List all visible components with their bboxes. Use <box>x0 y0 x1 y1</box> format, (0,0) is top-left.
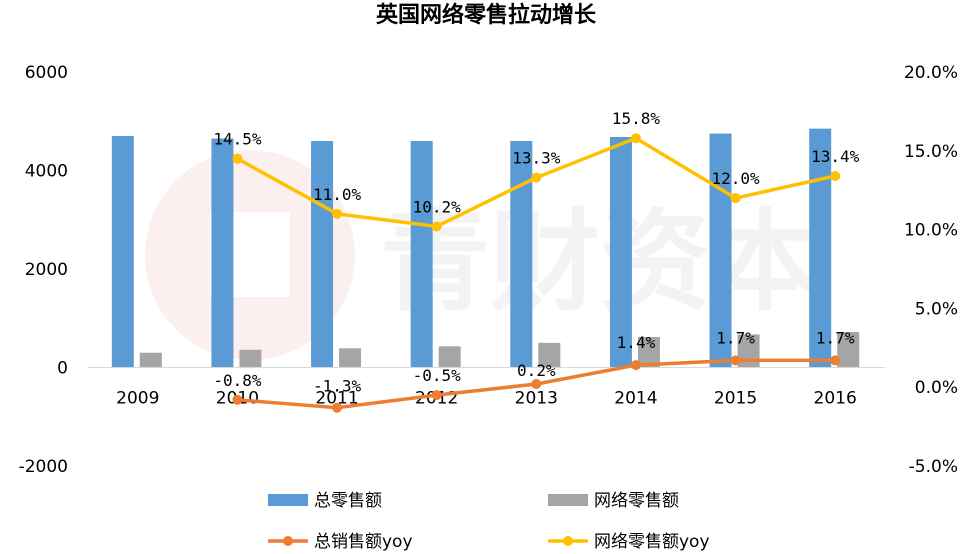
bar-online <box>139 352 162 368</box>
series-point <box>232 394 243 405</box>
x-tick-label: 2011 <box>315 389 358 409</box>
data-label: 12.0% <box>711 169 760 188</box>
bar-total <box>510 140 533 368</box>
watermark-text: 青财资本 <box>380 198 820 326</box>
legend-marker <box>563 536 573 546</box>
chart-title: 英国网络零售拉动增长 <box>376 2 597 28</box>
data-label: 0.2% <box>517 361 556 380</box>
legend-label: 总零售额 <box>314 491 382 511</box>
data-label: 1.7% <box>816 328 855 347</box>
legend-item: 网络零售额 <box>548 491 679 511</box>
legend-label: 网络零售额 <box>594 491 679 511</box>
y-right-axis: 20.0% 15.0% 10.0% 5.0% 0.0% -5.0% <box>904 63 958 477</box>
data-label: 13.4% <box>811 147 860 166</box>
series-point <box>431 221 442 232</box>
legend-label: 总销售额yoy <box>314 532 413 552</box>
y-right-tick-label: 10.0% <box>904 221 958 241</box>
data-label: 15.8% <box>612 109 661 128</box>
data-label: -0.5% <box>413 366 462 385</box>
series-point <box>630 360 641 371</box>
legend-swatch <box>268 494 308 506</box>
x-tick-label: 2015 <box>714 389 757 409</box>
data-label: 11.0% <box>313 185 362 204</box>
legend-item: 网络零售额yoy <box>548 532 710 552</box>
bar-total <box>211 138 234 368</box>
bar-online <box>637 336 660 368</box>
legend-swatch <box>548 494 588 506</box>
watermark-logo-icon <box>145 150 355 360</box>
bar-online <box>339 348 362 368</box>
x-tick-label: 2009 <box>116 389 159 409</box>
data-label: 14.5% <box>213 130 262 149</box>
legend-item: 总零售额 <box>268 491 382 511</box>
bar-online <box>438 346 461 368</box>
series-point <box>630 133 641 144</box>
y-right-tick-label: -5.0% <box>909 457 958 477</box>
bar-total <box>809 128 832 368</box>
x-tick-label: 2014 <box>614 389 657 409</box>
bar-online <box>538 342 561 368</box>
y-left-axis: 6000 4000 2000 0 -2000 <box>19 63 68 477</box>
series-point <box>830 171 841 182</box>
series-point <box>232 153 243 164</box>
data-label: 10.2% <box>413 197 462 216</box>
series-point <box>332 208 343 219</box>
bar-total <box>111 136 134 368</box>
legend-item: 总销售额yoy <box>268 532 413 552</box>
data-label: 13.3% <box>512 149 561 168</box>
bar-online <box>239 349 262 368</box>
legend-marker <box>283 536 293 546</box>
series-point <box>730 355 741 366</box>
bar-online <box>837 332 860 368</box>
series-point <box>830 355 841 366</box>
data-label: -0.8% <box>213 371 262 390</box>
data-label: 1.7% <box>716 328 755 347</box>
watermark: 青财资本 <box>145 150 820 360</box>
x-axis: 20092010201120122013201420152016 <box>116 389 857 409</box>
y-right-tick-label: 15.0% <box>904 142 958 162</box>
line-series: -0.8% -1.3% -0.5% 0.2% 1.4% 1.7% 1.7% 14.5% 11.0… <box>213 109 860 413</box>
bar-total <box>410 140 433 368</box>
y-right-tick-label: 0.0% <box>915 378 958 398</box>
series-point <box>730 193 741 204</box>
bar-total <box>609 137 632 368</box>
series-point <box>431 390 442 401</box>
data-label: 1.4% <box>617 333 656 352</box>
series-point <box>531 172 542 183</box>
y-left-tick-label: -2000 <box>19 457 68 477</box>
y-left-tick-label: 4000 <box>25 162 68 182</box>
x-tick-label: 2013 <box>515 389 558 409</box>
bar-total <box>311 140 334 368</box>
y-left-tick-label: 6000 <box>25 63 68 83</box>
y-left-tick-label: 0 <box>57 359 68 379</box>
x-tick-label: 2016 <box>814 389 857 409</box>
data-label: -1.3% <box>313 377 362 396</box>
series-point <box>332 402 343 413</box>
y-right-tick-label: 5.0% <box>915 299 958 319</box>
series-point <box>531 379 542 390</box>
y-left-tick-label: 2000 <box>25 260 68 280</box>
y-right-tick-label: 20.0% <box>904 63 958 83</box>
bars <box>111 128 860 368</box>
legend-label: 网络零售额yoy <box>594 532 710 552</box>
